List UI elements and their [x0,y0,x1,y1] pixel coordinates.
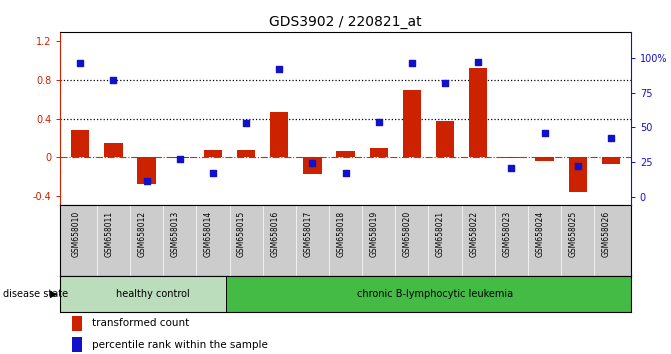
Text: GSM658016: GSM658016 [270,211,279,257]
Bar [60,276,226,312]
Title: GDS3902 / 220821_at: GDS3902 / 220821_at [269,16,422,29]
Point [605,136,616,141]
Text: GSM658022: GSM658022 [469,211,478,257]
Bar [568,157,587,192]
Text: GSM658026: GSM658026 [602,211,611,257]
Text: GSM658020: GSM658020 [403,211,412,257]
Text: GSM658012: GSM658012 [138,211,146,257]
Text: GSM658014: GSM658014 [204,211,213,257]
Text: GSM658023: GSM658023 [503,211,511,257]
Point [274,66,285,72]
Point [141,178,152,184]
Point [506,165,517,170]
Text: GSM658011: GSM658011 [105,211,113,257]
Bar [336,152,355,157]
Point [307,160,318,166]
Bar [303,157,321,173]
Point [108,77,119,83]
Point [407,61,417,66]
Bar [535,157,554,161]
Text: GSM658018: GSM658018 [337,211,346,257]
Point [539,130,550,136]
Text: ▶: ▶ [50,289,58,299]
Point [241,120,252,126]
Point [207,170,218,176]
Bar [237,150,255,157]
Bar [226,276,644,312]
Text: percentile rank within the sample: percentile rank within the sample [92,339,268,350]
Bar [72,316,82,331]
Bar [469,68,487,157]
Bar [503,157,521,158]
Text: GSM658013: GSM658013 [170,211,180,257]
Point [440,80,450,86]
Bar [270,112,289,157]
Text: GSM658010: GSM658010 [71,211,81,257]
Text: healthy control: healthy control [116,289,190,299]
Text: GSM658019: GSM658019 [370,211,378,257]
Text: chronic B-lymphocytic leukemia: chronic B-lymphocytic leukemia [357,289,513,299]
Text: disease state: disease state [3,289,68,299]
Bar [138,157,156,184]
Bar [602,157,620,164]
Bar [403,90,421,157]
Bar [436,120,454,157]
Point [174,156,185,162]
Bar [170,157,189,158]
Bar [204,150,222,157]
Text: GSM658025: GSM658025 [569,211,578,257]
Point [75,61,86,66]
Text: GSM658015: GSM658015 [237,211,246,257]
Bar [104,143,123,157]
Text: GSM658017: GSM658017 [303,211,313,257]
Point [340,170,351,176]
Bar [71,130,89,157]
Point [473,59,484,65]
Point [572,163,583,169]
Bar [370,148,388,157]
Text: GSM658024: GSM658024 [535,211,545,257]
Text: GSM658021: GSM658021 [436,211,445,257]
Point [373,119,384,125]
Text: transformed count: transformed count [92,318,189,329]
Bar [72,337,82,352]
